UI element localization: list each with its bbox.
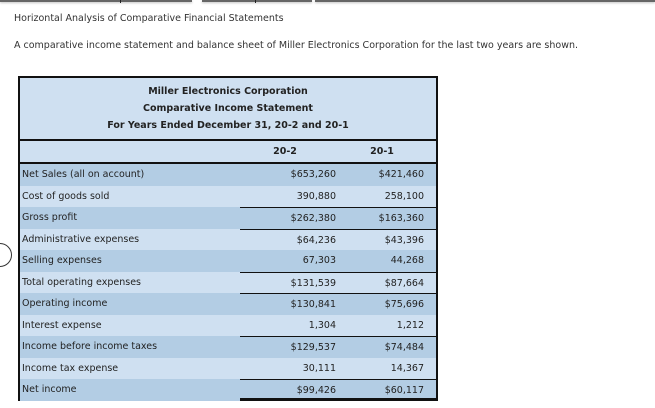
intro-text: A comparative income statement and balan… [14,40,579,51]
row-label: Gross profit [22,212,78,223]
top-tab-strip [0,0,655,4]
column-header-20-1: 20-1 [370,146,394,157]
value-20-2: 390,880 [296,190,336,202]
table-row: Total operating expenses $131,539 $87,664 [20,271,436,293]
page-title: Horizontal Analysis of Comparative Finan… [14,13,284,24]
company-name: Miller Electronics Corporation [148,86,308,97]
column-header-blank [20,141,220,162]
value-20-2: $129,537 [290,342,336,353]
column-header-row: 20-2 20-1 [20,141,436,164]
row-label: Interest expense [22,319,102,331]
value-20-2: $64,236 [296,234,336,246]
value-20-1: $75,696 [384,299,424,310]
value-20-1: 258,100 [384,190,424,202]
tab-divider [255,0,256,3]
value-20-2: $131,539 [290,277,336,289]
statement-header: Miller Electronics Corporation Comparati… [20,78,436,141]
value-20-1: $74,484 [384,342,424,353]
row-label: Net Sales (all on account) [22,169,145,180]
value-20-1: $163,360 [378,213,424,224]
row-label: Income tax expense [22,362,119,374]
table-row: Gross profit $262,380 $163,360 [20,207,436,229]
table-row: Net Sales (all on account) $653,260 $421,… [20,164,436,186]
row-label: Operating income [22,298,108,309]
tab-edge [315,0,655,2]
value-20-1: $87,664 [384,277,424,289]
tab-edge [0,0,192,2]
value-20-1: 14,367 [390,362,424,374]
value-20-1: $43,396 [384,234,424,246]
table-row: Interest expense 1,304 1,212 [20,314,436,336]
table-row: Selling expenses 67,303 44,268 [20,250,436,272]
value-20-2: $653,260 [290,169,336,180]
table-row: Operating income $130,841 $75,696 [20,293,436,315]
tab-divider [120,0,121,3]
value-20-2: 30,111 [302,362,336,374]
income-statement-table: Miller Electronics Corporation Comparati… [18,76,438,401]
row-label: Selling expenses [22,255,102,266]
value-20-2: 1,304 [308,319,336,331]
table-row: Administrative expenses $64,236 $43,396 [20,228,436,250]
statement-period: For Years Ended December 31, 20-2 and 20… [107,120,349,131]
statement-name: Comparative Income Statement [143,103,313,114]
table-row: Income before income taxes $129,537 $74,4… [20,336,436,358]
row-label: Total operating expenses [22,276,141,288]
row-label: Net income [22,384,77,395]
table-row: Cost of goods sold 390,880 258,100 [20,185,436,207]
row-label: Income before income taxes [22,341,158,352]
value-20-1: 1,212 [396,319,424,331]
column-header-20-2: 20-2 [273,146,297,157]
navigation-circle-icon[interactable] [0,243,12,267]
value-20-1: $60,117 [384,385,424,396]
row-label: Cost of goods sold [22,190,110,202]
table-row: Net income $99,426 $60,117 [20,379,436,401]
value-20-2: 67,303 [302,255,336,266]
value-20-1: 44,268 [390,255,424,266]
value-20-1: $421,460 [378,169,424,180]
value-20-2: $99,426 [296,385,336,396]
table-row: Income tax expense 30,111 14,367 [20,357,436,379]
value-20-2: $262,380 [290,213,336,224]
tab-edge [202,0,312,2]
row-label: Administrative expenses [22,233,140,245]
value-20-2: $130,841 [290,299,336,310]
